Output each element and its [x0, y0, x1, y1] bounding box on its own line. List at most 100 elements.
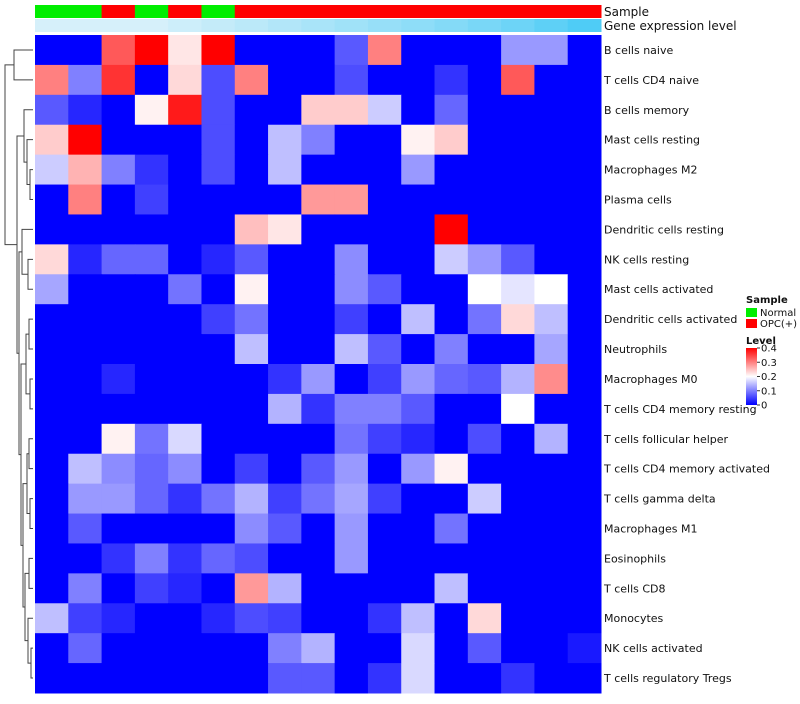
heatmap-cell: [68, 543, 103, 574]
row-label: Eosinophils: [604, 552, 666, 565]
heatmap-cell: [501, 274, 535, 305]
heatmap-cell: [301, 304, 336, 335]
sample-annotation-cell: [567, 5, 602, 18]
heatmap-cell: [434, 543, 469, 574]
row-label: B cells memory: [604, 104, 690, 117]
heatmap-cell: [35, 334, 69, 365]
heatmap-cell: [367, 154, 402, 186]
heatmap-cell: [35, 35, 69, 66]
heatmap-cell: [168, 423, 202, 455]
heatmap-cell: [534, 573, 569, 604]
heatmap-cell: [567, 334, 602, 365]
heatmap-cell: [467, 543, 502, 574]
heatmap-cell: [334, 573, 369, 604]
heatmap-cell: [234, 124, 269, 156]
heatmap-cell: [68, 453, 103, 485]
heatmap-cell: [534, 35, 569, 66]
heatmap-cell: [434, 184, 469, 215]
heatmap-cell: [467, 453, 502, 485]
heatmap-cell: [35, 573, 69, 604]
heatmap-cell: [467, 64, 502, 96]
heatmap-cell: [467, 663, 502, 694]
heatmap-cell: [334, 124, 369, 156]
row-dendrogram: [4, 49, 33, 679]
heatmap-cell: [434, 124, 469, 156]
sample-annotation-cell: [467, 5, 502, 18]
heatmap-cell: [234, 64, 269, 96]
heatmap-cell: [467, 214, 502, 245]
heatmap-cell: [168, 364, 202, 395]
row-label: Macrophages M1: [604, 523, 697, 536]
heatmap-cell: [434, 663, 469, 694]
sample-annotation-cell: [401, 5, 436, 18]
heatmap-cell: [567, 64, 602, 96]
heatmap-cell: [134, 633, 169, 664]
heatmap-cell: [467, 334, 502, 365]
expression-level-cell: [367, 19, 402, 32]
annotation-label-sample: Sample: [604, 5, 649, 19]
heatmap-cell: [401, 124, 436, 156]
heatmap-cell: [367, 573, 402, 604]
heatmap-cell: [301, 543, 336, 574]
legend-level-colorbar: [746, 348, 757, 405]
heatmap-cell: [534, 64, 569, 96]
heatmap-cell: [268, 124, 302, 156]
heatmap-cell: [334, 513, 369, 544]
heatmap-cell: [134, 423, 169, 455]
heatmap-cell: [501, 423, 535, 455]
heatmap-cell: [234, 573, 269, 604]
row-label: Neutrophils: [604, 343, 667, 356]
heatmap-cell: [467, 304, 502, 335]
heatmap-cell: [401, 364, 436, 395]
heatmap-cell: [35, 364, 69, 395]
heatmap-cell: [567, 603, 602, 634]
heatmap-cell: [301, 214, 336, 245]
heatmap-cell: [401, 94, 436, 126]
heatmap-cell: [567, 244, 602, 275]
sample-annotation-cell: [35, 5, 69, 18]
heatmap-cell: [35, 513, 69, 544]
heatmap-cell: [134, 304, 169, 335]
heatmap-cell: [68, 573, 103, 604]
row-label: T cells gamma delta: [603, 493, 716, 506]
heatmap-cell: [268, 244, 302, 275]
heatmap-cell: [401, 513, 436, 544]
heatmap-cell: [68, 423, 103, 455]
heatmap-cell: [268, 64, 302, 96]
expression-level-cell: [234, 19, 269, 32]
heatmap-cell: [35, 184, 69, 215]
heatmap-cell: [401, 184, 436, 215]
heatmap-cell: [268, 423, 302, 455]
heatmap-cell: [401, 214, 436, 245]
heatmap-cell: [301, 483, 336, 515]
heatmap-cell: [101, 423, 136, 455]
heatmap-cell: [401, 304, 436, 335]
heatmap-cell: [401, 244, 436, 275]
legend-tick-label: 0.1: [761, 386, 777, 397]
heatmap-cell: [134, 64, 169, 96]
heatmap-cell: [234, 603, 269, 634]
heatmap-cell: [234, 94, 269, 126]
heatmap-cell: [35, 483, 69, 515]
heatmap-cell: [501, 393, 535, 425]
heatmap-cell: [101, 573, 136, 604]
heatmap-cell: [234, 663, 269, 694]
heatmap-cell: [367, 453, 402, 485]
heatmap-cell: [134, 154, 169, 186]
heatmap-cell: [134, 184, 169, 215]
heatmap-cell: [467, 603, 502, 634]
heatmap-cell: [501, 364, 535, 395]
heatmap-cell: [134, 274, 169, 305]
heatmap-cell: [334, 453, 369, 485]
heatmap-cell: [201, 573, 236, 604]
heatmap-cell: [35, 543, 69, 574]
heatmap-cell: [534, 154, 569, 186]
sample-annotation-cell: [68, 5, 103, 18]
heatmap-cell: [367, 393, 402, 425]
heatmap-cell: [268, 334, 302, 365]
sample-annotation-cell: [534, 5, 569, 18]
legend-swatch-opc: [746, 319, 757, 328]
row-label: Macrophages M2: [604, 164, 697, 177]
legend-swatch-normal: [746, 308, 757, 317]
expression-level-cell: [68, 19, 103, 32]
